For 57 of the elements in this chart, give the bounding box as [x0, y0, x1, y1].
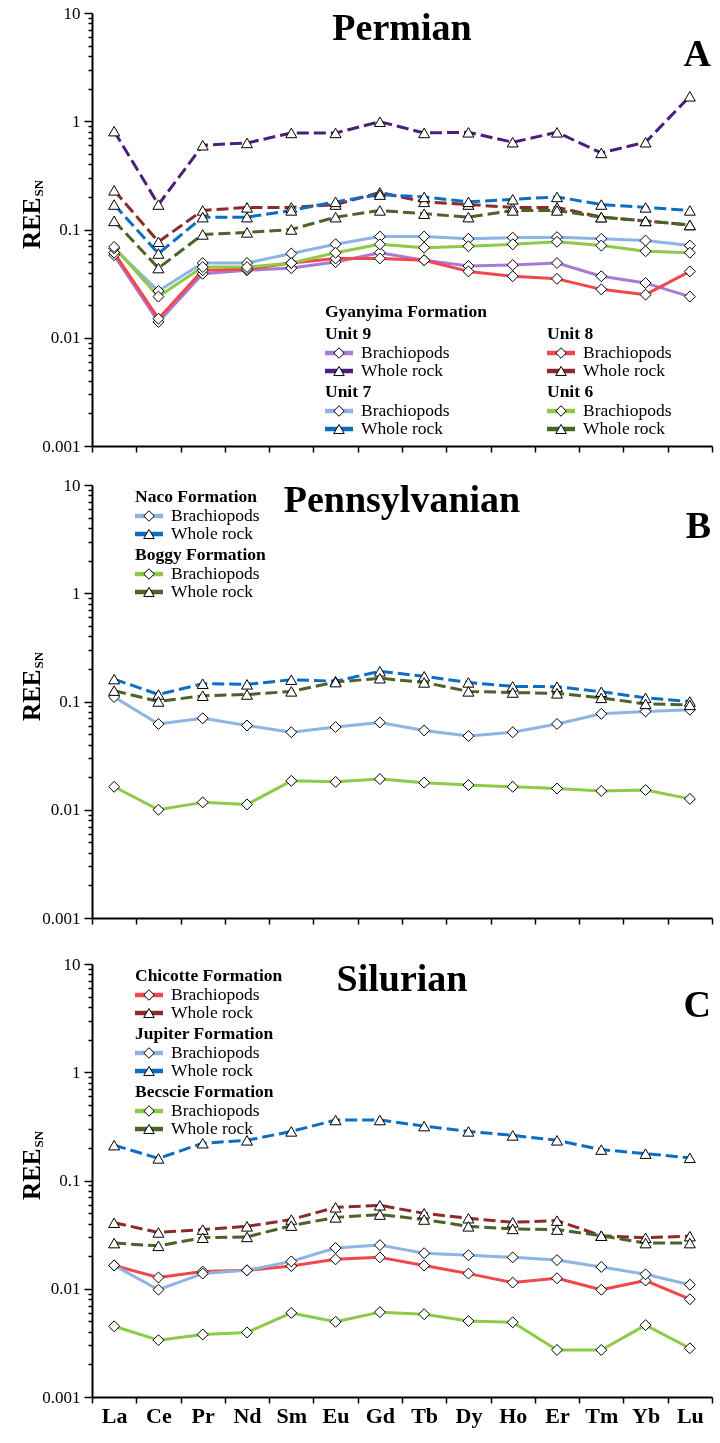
y-tick-label: 0.1 — [59, 1171, 81, 1190]
y-tick-label: 0.01 — [50, 328, 81, 348]
annotation: Becscie Formation — [135, 1081, 274, 1101]
y-tick-label: 0.1 — [59, 220, 81, 239]
y-tick-label: 10 — [63, 3, 81, 23]
annotation: B — [685, 504, 711, 546]
y-tick-label: 10 — [63, 954, 81, 974]
x-tick-label: Pr — [191, 1402, 216, 1428]
x-tick-label: Yb — [632, 1402, 661, 1428]
chart-title: Permian — [332, 6, 472, 48]
y-axis-title: REESN — [18, 179, 46, 249]
annotation: Unit 6 — [547, 381, 594, 401]
x-tick-label: Ho — [499, 1402, 528, 1428]
y-tick-label: 1 — [72, 1062, 81, 1082]
x-tick-label: Eu — [322, 1402, 350, 1428]
x-tick-label: Dy — [455, 1402, 483, 1428]
y-tick-label: 0.001 — [42, 436, 81, 456]
y-tick-label: 1 — [72, 583, 81, 603]
annotation: A — [683, 32, 712, 74]
legend-label: Brachiopods — [361, 400, 450, 420]
y-tick-label: 0.01 — [50, 1279, 81, 1299]
annotation: C — [683, 983, 711, 1025]
annotation: Boggy Formation — [135, 544, 267, 564]
x-tick-label: Sm — [276, 1402, 308, 1428]
y-tick-label: 0.001 — [42, 1387, 81, 1407]
annotation: Chicotte Formation — [135, 965, 283, 985]
x-tick-label: Tb — [411, 1402, 439, 1428]
y-tick-label: 10 — [63, 475, 81, 495]
x-tick-label: Ce — [146, 1402, 172, 1428]
annotation: Unit 8 — [547, 323, 594, 343]
x-tick-label: Gd — [365, 1402, 396, 1428]
x-tick-label: La — [101, 1402, 128, 1428]
x-tick-label: Lu — [676, 1402, 704, 1428]
legend-label: Brachiopods — [171, 563, 260, 583]
y-tick-label: 0.01 — [50, 800, 81, 820]
annotation: Naco Formation — [135, 486, 258, 506]
x-tick-label: Tm — [585, 1402, 619, 1428]
y-tick-label: 1 — [72, 111, 81, 131]
y-axis-title: REESN — [18, 651, 46, 721]
y-axis-title: REESN — [18, 1130, 46, 1200]
x-tick-label: Nd — [233, 1402, 262, 1428]
annotation: Unit 7 — [325, 381, 372, 401]
y-tick-label: 0.001 — [42, 908, 81, 928]
legend-label: Brachiopods — [583, 342, 672, 362]
chart-title: Pennsylvanian — [283, 478, 521, 520]
legend-label: Brachiopods — [171, 984, 260, 1004]
legend-label: Brachiopods — [171, 1100, 260, 1120]
legend-label: Brachiopods — [583, 400, 672, 420]
legend-label: Brachiopods — [361, 342, 450, 362]
chart-title: Silurian — [336, 957, 468, 999]
legend-title: Gyanyima Formation — [325, 301, 488, 321]
x-tick-label: Er — [545, 1402, 570, 1428]
y-tick-label: 0.1 — [59, 692, 81, 711]
annotation: Unit 9 — [325, 323, 372, 343]
legend-label: Brachiopods — [171, 505, 260, 525]
annotation: Jupiter Formation — [135, 1023, 274, 1043]
legend-label: Brachiopods — [171, 1042, 260, 1062]
